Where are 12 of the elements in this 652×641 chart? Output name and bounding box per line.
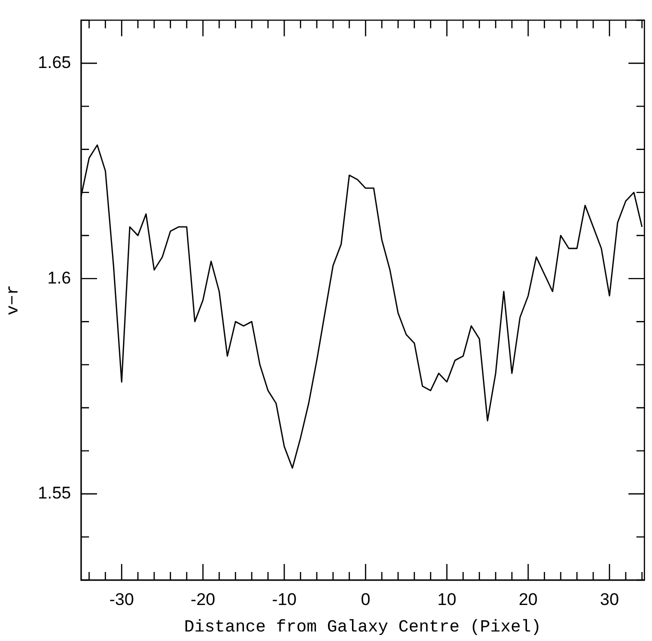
x-tick-label: -30	[109, 590, 134, 609]
x-tick-label: -20	[190, 590, 216, 609]
x-tick-label: 10	[437, 590, 456, 609]
y-tick-label: 1.55	[38, 484, 71, 503]
y-axis-title: v−r	[4, 284, 24, 316]
x-tick-label: -10	[272, 590, 297, 609]
x-axis-title: Distance from Galaxy Centre (Pixel)	[184, 618, 542, 638]
x-tick-label: 20	[518, 590, 538, 609]
y-tick-label: 1.6	[47, 268, 71, 288]
x-tick-label: 30	[600, 590, 619, 609]
x-tick-label: 0	[360, 590, 370, 609]
y-tick-label: 1.65	[38, 52, 71, 72]
